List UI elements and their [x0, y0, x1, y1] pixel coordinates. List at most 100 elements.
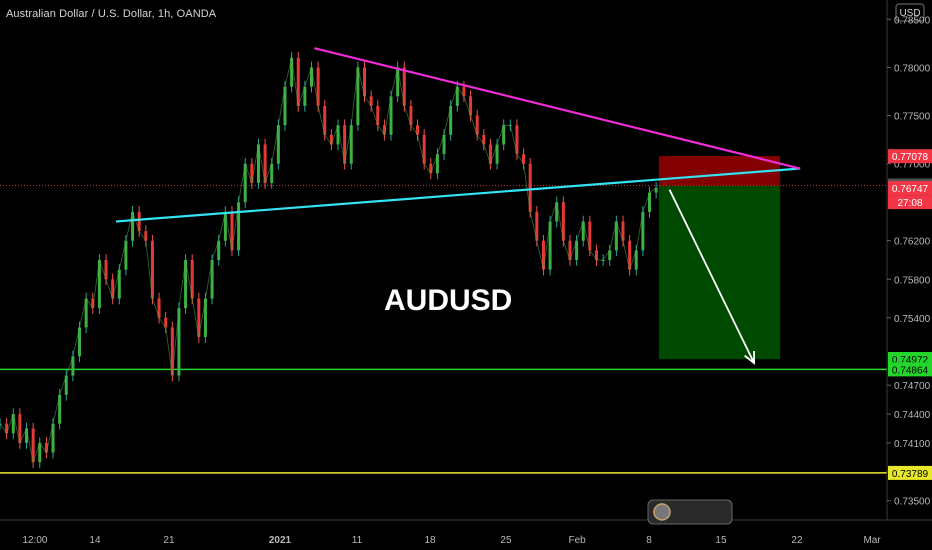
currency-badge[interactable]: [895, 3, 925, 22]
price-candle: [38, 442, 42, 463]
plot-area: [0, 47, 887, 474]
ticker-avatar-icon: [653, 503, 671, 521]
price-candle: [177, 308, 181, 376]
price-candle: [25, 428, 29, 443]
price-series-line: [0, 57, 657, 464]
price-candle: [528, 163, 532, 212]
price-candle: [243, 163, 247, 203]
x-tick-label: Mar: [863, 535, 881, 546]
price-candle: [150, 240, 154, 299]
price-candle: [555, 202, 559, 222]
price-candle: [283, 86, 287, 126]
price-candle: [296, 57, 300, 106]
y-tick-label: 0.77000: [894, 160, 931, 171]
price-candle: [541, 240, 545, 270]
price-candle: [449, 105, 453, 135]
price-candle: [343, 125, 347, 164]
price-axis: USD 0.78500 0.78000 0.77500 0.77000 0.76200 0…: [0, 0, 932, 521]
price-candle: [64, 375, 68, 395]
price-candle: [594, 250, 598, 260]
x-tick-label: 15: [715, 535, 727, 546]
x-tick-label: 21: [163, 535, 175, 546]
price-candle: [256, 144, 260, 183]
price-candle: [581, 221, 585, 241]
x-tick-label: 18: [424, 535, 436, 546]
price-candle: [51, 423, 55, 453]
y-tick-label: 0.75400: [894, 314, 931, 325]
price-candle: [389, 96, 393, 135]
price-label-badge: [888, 195, 932, 210]
ticker-badge-icon[interactable]: [647, 499, 733, 525]
price-candle: [237, 202, 241, 251]
x-tick-label: 12:00: [22, 535, 47, 546]
x-tick-label: 25: [500, 535, 512, 546]
price-candle: [588, 221, 592, 251]
price-label-badge: [888, 181, 932, 196]
price-candle: [648, 192, 652, 212]
price-candle: [402, 67, 406, 106]
price-label-text: 0.74864: [892, 365, 929, 376]
price-candle: [170, 327, 174, 376]
ascending-trendline[interactable]: [115, 167, 801, 223]
price-candle: [18, 414, 22, 443]
chart-annotation-text: AUDUSD: [384, 284, 513, 317]
price-candle: [223, 211, 227, 241]
price-candle: [416, 125, 420, 135]
price-candle: [303, 86, 307, 106]
ticker-icon-group[interactable]: [647, 499, 733, 525]
price-candle: [203, 298, 207, 338]
price-label-text: 27:08: [897, 198, 922, 209]
price-candle: [442, 134, 446, 155]
price-candle: [164, 317, 168, 328]
price-candle: [363, 67, 367, 97]
x-tick-label: 22: [791, 535, 803, 546]
arrow-head-icon: [744, 351, 755, 365]
y-tick-label: 0.74400: [894, 410, 931, 421]
price-candle: [435, 154, 439, 174]
price-candle: [44, 442, 48, 453]
price-candle: [422, 134, 426, 164]
price-candle: [71, 356, 75, 376]
price-candle: [535, 211, 539, 241]
y-tick-label: 0.76200: [894, 237, 931, 248]
price-candle: [190, 260, 194, 299]
price-candle: [230, 211, 234, 251]
currency-label: USD: [899, 8, 920, 19]
price-candle: [336, 125, 340, 145]
price-candle: [475, 115, 479, 135]
price-candle: [144, 231, 148, 241]
price-candle: [409, 105, 413, 126]
price-candle: [276, 125, 280, 164]
price-label-text: 0.73789: [892, 469, 929, 480]
x-tick-label: 8: [646, 535, 652, 546]
price-candle: [329, 134, 333, 145]
price-candle: [522, 154, 526, 164]
price-candle: [117, 269, 121, 299]
projection-arrow[interactable]: [668, 189, 755, 364]
symbol-title: Australian Dollar / U.S. Dollar, 1h, OAN…: [6, 8, 217, 20]
price-candle: [250, 163, 254, 183]
price-candle: [382, 125, 386, 135]
price-candle: [548, 221, 552, 270]
price-candle: [316, 67, 320, 106]
price-candle: [561, 202, 565, 241]
take-profit-zone[interactable]: [658, 185, 781, 360]
price-labels: 0.770780.767730.7674727:080.749720.74864…: [888, 149, 932, 480]
price-label-text: 0.76747: [892, 184, 929, 195]
price-candle: [5, 423, 9, 434]
price-candle: [429, 163, 433, 174]
price-label-text: 0.77078: [892, 152, 929, 163]
price-candle: [157, 298, 161, 318]
y-tick-label: 0.78500: [894, 15, 931, 26]
x-tick-label: 11: [352, 535, 363, 546]
price-label-badge: [888, 149, 932, 164]
price-candle: [614, 221, 618, 251]
price-candle: [217, 240, 221, 260]
price-candle: [31, 428, 35, 463]
price-candle: [608, 250, 612, 260]
x-tick-label: Feb: [568, 535, 586, 546]
descending-trendline[interactable]: [314, 47, 801, 170]
price-candle: [502, 125, 506, 145]
price-candle: [568, 240, 572, 260]
